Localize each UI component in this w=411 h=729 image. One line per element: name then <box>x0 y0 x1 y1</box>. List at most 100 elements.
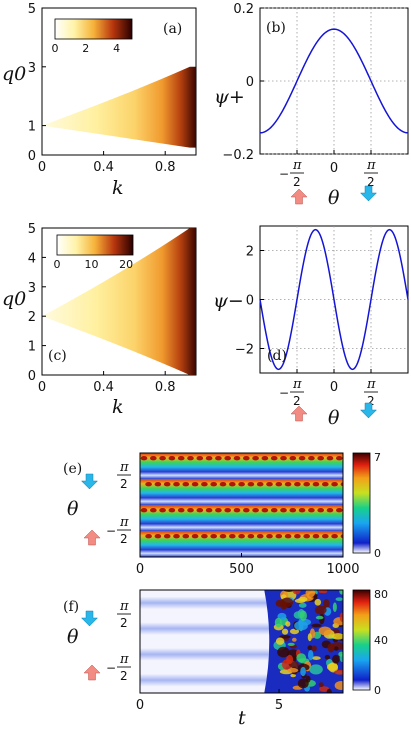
pattern-spot <box>317 508 325 513</box>
pattern-spot <box>289 456 297 461</box>
y-tick-label-den: 2 <box>120 669 128 683</box>
pattern-spot <box>290 673 296 678</box>
pattern-spot <box>318 590 323 594</box>
pattern-spot <box>312 534 320 539</box>
x-tick-label-num: π <box>292 158 302 173</box>
colorbar-tick-label: 4 <box>113 42 120 55</box>
pattern-spot <box>215 508 222 513</box>
pattern-spot <box>296 653 307 663</box>
arrow-up-icon <box>83 664 101 681</box>
panel-b-label: (b) <box>266 20 286 36</box>
pattern-spot <box>336 508 343 513</box>
y-tick-label: −π 2 <box>106 652 131 683</box>
pattern-spot <box>145 534 152 539</box>
pattern-spot <box>338 651 343 657</box>
panel-d-series-line <box>259 228 409 371</box>
x-tick-label-sign: − <box>279 386 289 400</box>
x-tick-label: 0.8 <box>155 160 176 175</box>
pattern-spot <box>335 597 343 602</box>
y-tick-label: 5 <box>28 2 36 17</box>
pattern-spot <box>303 534 311 539</box>
pattern-spot <box>277 646 290 658</box>
pattern-spot <box>332 602 337 613</box>
x-tick-label-num: π <box>366 158 376 173</box>
y-tick-label-num: π <box>119 652 129 667</box>
pattern-spot <box>275 534 283 539</box>
y-tick-label-num: π <box>119 460 129 475</box>
panel-a-xlabel: k <box>112 177 124 199</box>
panel-f-colorbar <box>352 589 371 691</box>
x-tick-label: −π 2 <box>279 158 304 189</box>
panel-a-colorbar <box>54 18 133 40</box>
pattern-spot <box>323 599 330 609</box>
pattern-spot <box>303 482 311 487</box>
y-tick-label-num: π <box>119 599 129 614</box>
pattern-spot <box>191 482 199 487</box>
pattern-spot <box>332 654 340 664</box>
panel-f-colorbar-tick: 80 <box>374 588 388 601</box>
panel-d-ylabel: ψ− <box>213 290 244 312</box>
pattern-spot <box>307 650 314 661</box>
y-tick-label: 1 <box>28 340 36 355</box>
panel-d-xlabel: θ <box>328 407 340 429</box>
x-tick-label: 0 <box>38 380 46 395</box>
panel-c: 0 10 20 (c) 0 0.4 0.8 0 1 2 3 4 5 k q0 <box>2 222 197 418</box>
panel-b-xlabel: θ <box>328 187 340 209</box>
y-tick-label: 1 <box>28 120 36 135</box>
pattern-spot <box>340 534 343 539</box>
pattern-spot <box>215 456 222 461</box>
pattern-spot <box>219 482 227 487</box>
pattern-spot <box>219 534 227 539</box>
y-tick-label: 0 <box>28 149 36 164</box>
panel-f-colorbar-tick: 0 <box>374 684 381 697</box>
y-tick-label-den: 2 <box>120 616 128 630</box>
pattern-spot <box>154 482 162 487</box>
y-tick-label: 0.2 <box>233 2 254 17</box>
pattern-spot <box>210 482 217 487</box>
pattern-spot <box>224 508 231 513</box>
pattern-spot <box>154 534 162 539</box>
pattern-spot <box>285 621 291 627</box>
pattern-spot <box>292 590 301 595</box>
pattern-spot <box>299 610 307 621</box>
panel-b-axes: −π20 π20.20−0.2 <box>222 2 378 189</box>
arrow-up-icon <box>290 188 308 205</box>
y-tick-label-sign: − <box>106 661 116 675</box>
pattern-spot <box>317 456 325 461</box>
pattern-spot <box>311 645 317 652</box>
pattern-spot <box>294 534 301 539</box>
pattern-spot <box>205 508 213 513</box>
pattern-spot <box>284 534 292 539</box>
pattern-spot <box>326 663 338 671</box>
pattern-spot <box>270 508 278 513</box>
panel-c-colorbar-ticks: 0 10 20 <box>54 258 134 271</box>
panel-c-ylabel: q0 <box>2 288 26 310</box>
pattern-spot <box>281 628 289 635</box>
y-tick-label-den: 2 <box>120 532 128 546</box>
arrow-up-icon <box>290 405 308 422</box>
y-tick-label: −π 2 <box>106 515 131 546</box>
x-tick-label: 0 <box>38 160 46 175</box>
pattern-spot <box>300 666 306 677</box>
pattern-spot <box>247 534 255 539</box>
pattern-spot <box>187 508 194 513</box>
y-tick-label: 3 <box>28 281 36 296</box>
pattern-spot <box>247 482 255 487</box>
panel-b: (b) −π20 π20.20−0.2 ψ+ θ <box>214 2 409 209</box>
panel-e-colorbar <box>352 452 371 554</box>
pattern-spot <box>318 626 332 636</box>
pattern-spot <box>298 602 307 608</box>
pattern-spot <box>294 598 306 603</box>
pattern-spot <box>289 628 300 635</box>
y-tick-label: 0 <box>246 294 254 309</box>
pattern-spot <box>326 456 334 461</box>
pattern-band <box>140 647 277 661</box>
pattern-spot <box>256 534 264 539</box>
y-tick-label: −0.2 <box>222 148 254 163</box>
x-tick-label-num: π <box>366 377 376 392</box>
arrow-down-icon <box>80 473 99 490</box>
pattern-spot <box>336 456 343 461</box>
pattern-spot <box>274 617 282 628</box>
pattern-spot <box>229 482 236 487</box>
